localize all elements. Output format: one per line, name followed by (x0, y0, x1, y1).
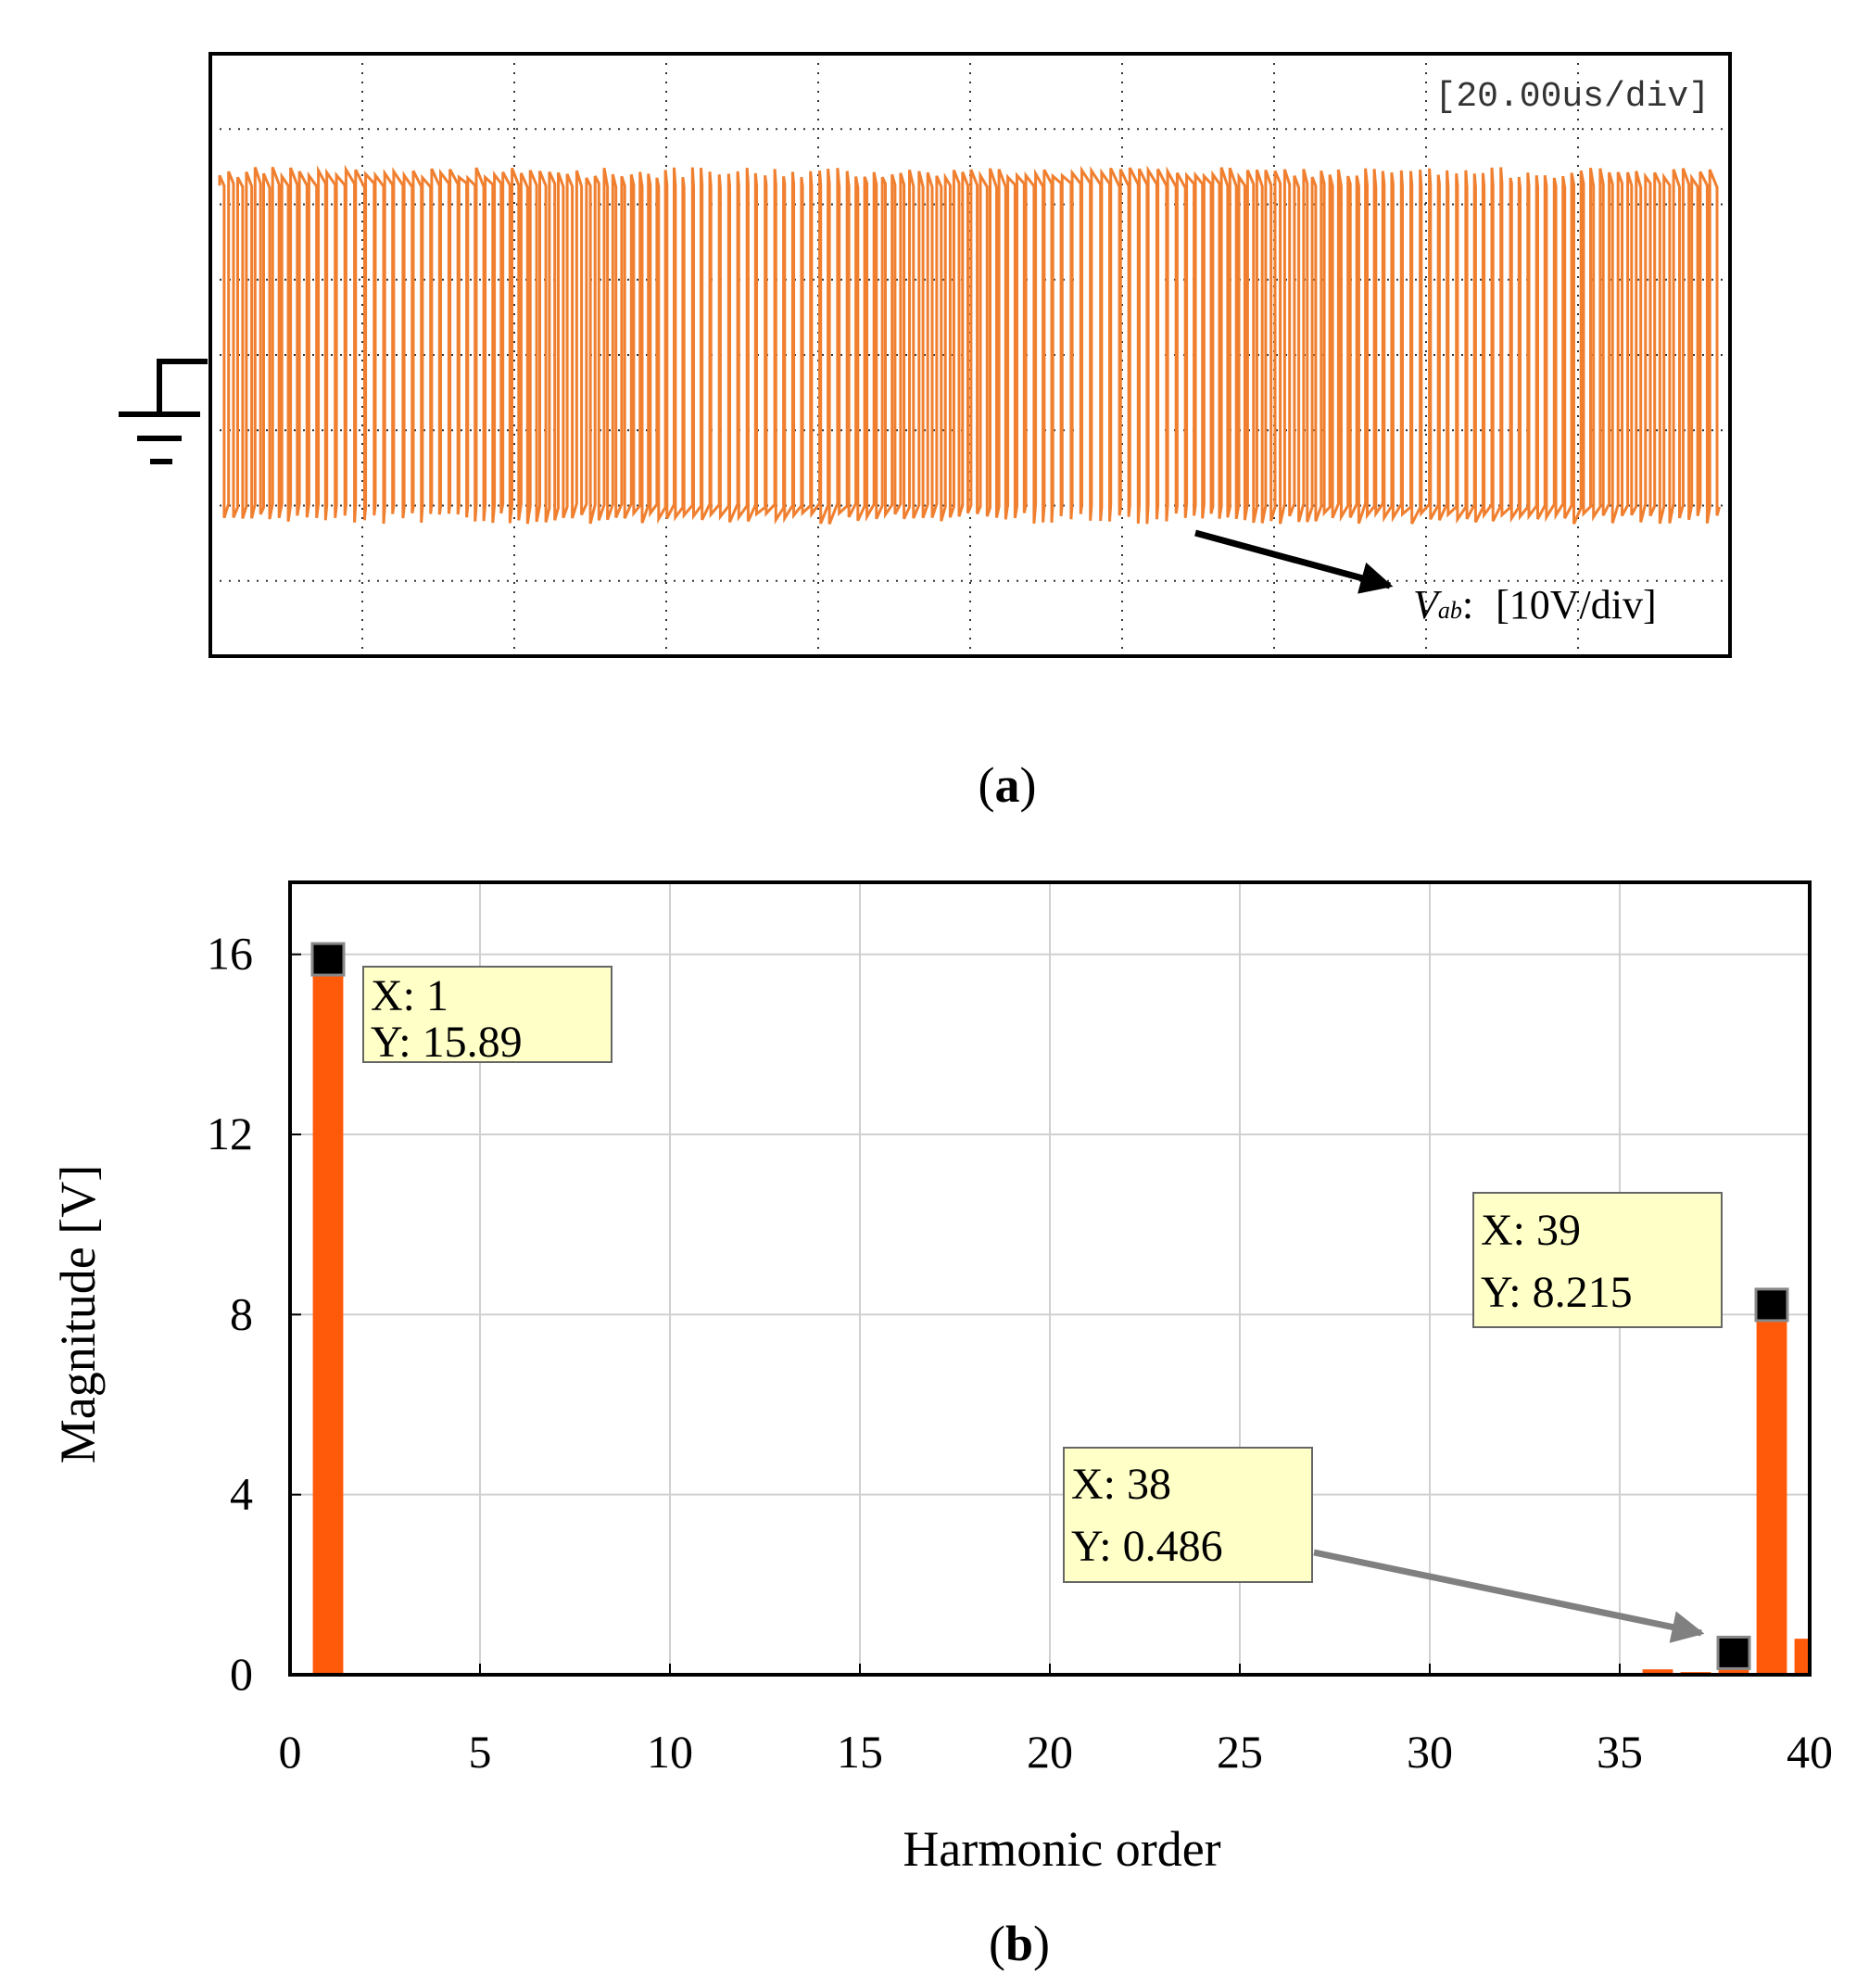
channel-label: Vab: [10V/div] (1413, 582, 1657, 627)
spectrum-markers (310, 942, 1789, 1670)
channel-colon: : (1462, 582, 1473, 627)
annotation-y: Y: 15.89 (371, 1018, 523, 1067)
x-tick-label: 5 (469, 1726, 492, 1778)
bar-harmonic-39 (1756, 1304, 1787, 1675)
caption-a-letter: a (995, 757, 1020, 813)
x-tick-label: 0 (279, 1726, 302, 1778)
channel-subscript: ab (1438, 597, 1462, 624)
y-tick-label: 4 (230, 1468, 253, 1520)
y-tick-label: 12 (207, 1108, 253, 1159)
timebase-label: [20.00us/div] (1435, 77, 1710, 117)
x-tick-label: 40 (1787, 1726, 1833, 1778)
channel-arrow (1194, 529, 1394, 594)
pwm-waveform (218, 164, 1721, 525)
y-tick-label: 16 (207, 928, 253, 980)
data-cursor-marker (1754, 1287, 1789, 1323)
x-tick-label: 15 (837, 1726, 883, 1778)
caption-b-close: ) (1033, 1916, 1050, 1971)
annotation-box (362, 966, 612, 1063)
data-cursor-marker (1716, 1635, 1751, 1670)
caption-a-open: ( (979, 757, 995, 813)
y-axis-title: Magnitude [V] (50, 1165, 106, 1463)
data-cursor-marker (310, 942, 346, 977)
caption-a: (a) (979, 757, 1037, 813)
annotation-x: X: 38 (1071, 1460, 1171, 1509)
annotation-peak-39: X: 39 Y: 8.215 (1472, 1192, 1723, 1328)
annotation-x: X: 1 (371, 971, 448, 1020)
pwm-trace (218, 164, 1721, 525)
x-tick-label: 30 (1407, 1726, 1453, 1778)
x-tick-labels: 0 5 10 15 20 25 30 35 40 (279, 1664, 1833, 1778)
caption-b-open: ( (989, 1916, 1005, 1971)
spectrum-bars (312, 959, 1810, 1676)
annotation-y: Y: 8.215 (1481, 1268, 1633, 1317)
x-tick-label: 25 (1217, 1726, 1263, 1778)
x-tick-label: 10 (647, 1726, 693, 1778)
x-tick-label: 35 (1597, 1726, 1643, 1778)
annotation-box (1063, 1447, 1313, 1583)
channel-scale: [10V/div] (1496, 582, 1657, 627)
channel-symbol: V (1413, 582, 1443, 627)
caption-b: (b) (989, 1916, 1050, 1971)
ground-icon (119, 359, 208, 464)
annotation-peak-38: X: 38 Y: 0.486 (1063, 1447, 1705, 1643)
bar-harmonic-40 (1794, 1639, 1810, 1675)
annotation-arrow (1313, 1549, 1705, 1643)
annotation-y: Y: 0.486 (1071, 1522, 1223, 1571)
annotation-x: X: 39 (1481, 1206, 1581, 1255)
oscilloscope-frame (208, 52, 1732, 658)
bar-harmonic-36 (1642, 1669, 1673, 1675)
x-tick-label: 20 (1027, 1726, 1073, 1778)
caption-b-letter: b (1005, 1916, 1033, 1971)
annotation-peak-1: X: 1 Y: 15.89 (362, 966, 612, 1067)
y-tick-labels: 0 4 8 12 16 (207, 928, 301, 1700)
oscilloscope-panel: [20.00us/div] Vab: [10V/div] (a) (119, 52, 1732, 813)
caption-a-close: ) (1020, 757, 1037, 813)
bar-harmonic-1 (312, 959, 344, 1675)
x-axis-title: Harmonic order (903, 1821, 1220, 1877)
y-tick-label: 8 (230, 1287, 253, 1339)
y-tick-label: 0 (230, 1648, 253, 1700)
annotation-box (1472, 1192, 1723, 1328)
